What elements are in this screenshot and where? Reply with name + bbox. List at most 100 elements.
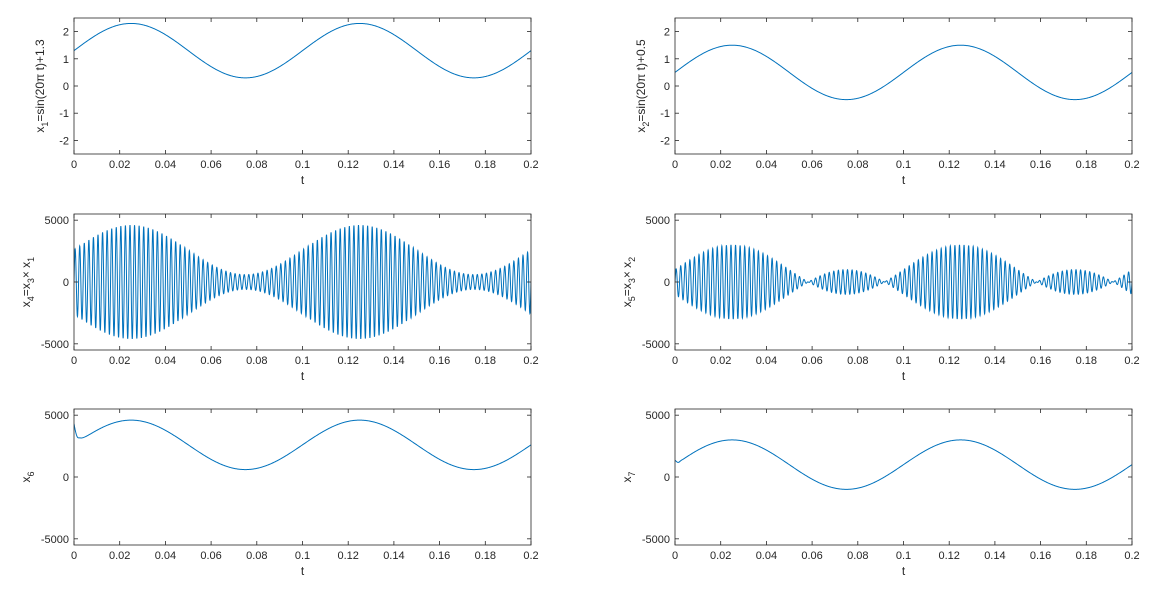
x-tick-label-x7-9: 0.18	[1076, 550, 1097, 562]
y-tick-label-x7-1: 0	[664, 472, 670, 484]
y-tick-label-x6-0: -5000	[41, 534, 69, 546]
series-line-x2	[675, 44, 1132, 101]
y-axis-label-part-x2-1: 2	[641, 122, 651, 127]
series-line-x5	[675, 243, 1132, 321]
x-axis-label-x6: t	[301, 564, 305, 578]
x-tick-label-x7-10: 0.2	[1124, 550, 1139, 562]
y-tick-label-x2-3: 1	[664, 54, 670, 66]
y-tick-label-x7-2: 5000	[646, 410, 670, 422]
x-axis-label-x5: t	[902, 369, 906, 383]
y-axis-label-part-x4-2: =x	[19, 283, 33, 296]
y-axis-label-part-x7-0: x	[620, 477, 634, 483]
x-tick-label-x5-3: 0.06	[801, 355, 822, 367]
x-tick-label-x7-4: 0.08	[847, 550, 868, 562]
x-tick-label-x4-3: 0.06	[200, 355, 221, 367]
x-tick-label-x4-2: 0.04	[155, 355, 176, 367]
axes-box-x6	[73, 408, 532, 546]
x-tick-label-x7-0: 0	[672, 550, 678, 562]
x-tick-label-x4-0: 0	[71, 355, 77, 367]
x-tick-label-x4-9: 0.18	[475, 355, 496, 367]
x-tick-label-x5-8: 0.16	[1030, 355, 1051, 367]
series-line-x4	[74, 225, 531, 339]
y-axis-label-part-x5-5: 2	[627, 257, 637, 262]
y-tick-label-x2-4: 2	[664, 27, 670, 39]
x-tick-label-x2-3: 0.06	[801, 159, 822, 171]
x-tick-label-x1-3: 0.06	[200, 159, 221, 171]
y-tick-label-x6-1: 0	[63, 472, 69, 484]
y-axis-label-part-x1-0: x	[33, 127, 47, 133]
x-axis-label-x4: t	[301, 369, 305, 383]
y-axis-label-x2: x2=sin(20π t)+0.5	[634, 39, 651, 133]
x-tick-label-x1-6: 0.12	[337, 159, 358, 171]
y-axis-label-x7: x7	[620, 471, 637, 482]
y-tick-label-x5-2: 5000	[646, 215, 670, 227]
y-tick-label-x2-2: 0	[664, 81, 670, 93]
series-line-x6	[74, 419, 531, 471]
y-tick-label-x1-1: -1	[59, 108, 69, 120]
x-tick-label-x6-8: 0.16	[429, 550, 450, 562]
x-tick-label-x6-2: 0.04	[155, 550, 176, 562]
x-tick-label-x1-2: 0.04	[155, 159, 176, 171]
x-tick-label-x2-4: 0.08	[847, 159, 868, 171]
y-axis-label-part-x5-2: =x	[620, 283, 634, 296]
chart-x5: 0 0.02 0.04 0.06 0.08 0.1 0.12 0.14 0.16 0.18 0.2 -…	[620, 213, 1140, 383]
x-tick-label-x6-9: 0.18	[475, 550, 496, 562]
x-tick-label-x2-6: 0.12	[938, 159, 959, 171]
x-tick-label-x4-1: 0.02	[109, 355, 130, 367]
x-tick-label-x4-10: 0.2	[523, 355, 538, 367]
y-axis-label-part-x4-4: × x	[19, 262, 33, 278]
series-line-x1	[74, 22, 531, 79]
y-tick-label-x2-1: -1	[660, 108, 670, 120]
chart-x1: 0 0.02 0.04 0.06 0.08 0.1 0.12 0.14 0.16 0.18 0.2 -…	[33, 17, 539, 187]
x-tick-label-x1-9: 0.18	[475, 159, 496, 171]
y-tick-label-x4-0: -5000	[41, 339, 69, 351]
y-tick-label-x7-0: -5000	[642, 534, 670, 546]
y-tick-label-x1-0: -2	[59, 135, 69, 147]
x-tick-label-x2-5: 0.1	[896, 159, 911, 171]
x-tick-label-x6-0: 0	[71, 550, 77, 562]
axes-box-x1	[73, 17, 532, 155]
axes-box-x2	[674, 17, 1133, 155]
y-tick-label-x2-0: -2	[660, 135, 670, 147]
x-tick-label-x7-3: 0.06	[801, 550, 822, 562]
x-tick-label-x1-4: 0.08	[246, 159, 267, 171]
x-axis-label-x7: t	[902, 564, 906, 578]
y-axis-label-part-x1-2: =sin(20π t)+1.3	[33, 39, 47, 122]
x-tick-label-x6-4: 0.08	[246, 550, 267, 562]
x-tick-label-x5-7: 0.14	[984, 355, 1005, 367]
x-tick-label-x6-6: 0.12	[337, 550, 358, 562]
x-tick-label-x4-5: 0.1	[295, 355, 310, 367]
y-axis-label-part-x6-1: 6	[26, 471, 36, 476]
chart-x4: 0 0.02 0.04 0.06 0.08 0.1 0.12 0.14 0.16 0.18 0.2 -…	[19, 213, 539, 383]
y-axis-label-x4: x4=x3× x1	[19, 257, 36, 307]
x-tick-label-x7-8: 0.16	[1030, 550, 1051, 562]
y-axis-label-part-x6-0: x	[19, 477, 33, 483]
y-axis-label-part-x5-3: 3	[627, 278, 637, 283]
x-tick-label-x4-6: 0.12	[337, 355, 358, 367]
x-tick-label-x1-0: 0	[71, 159, 77, 171]
y-tick-label-x4-2: 5000	[45, 215, 69, 227]
y-axis-label-x5: x5=x3× x2	[620, 257, 637, 307]
y-axis-label-part-x5-4: × x	[620, 262, 634, 278]
x-tick-label-x5-0: 0	[672, 355, 678, 367]
x-tick-label-x1-7: 0.14	[383, 159, 404, 171]
x-tick-label-x7-7: 0.14	[984, 550, 1005, 562]
y-tick-label-x1-3: 1	[63, 54, 69, 66]
x-tick-label-x5-4: 0.08	[847, 355, 868, 367]
y-axis-label-part-x4-5: 1	[26, 257, 36, 262]
y-tick-label-x4-1: 0	[63, 277, 69, 289]
y-axis-label-part-x4-1: 4	[26, 296, 36, 301]
x-tick-label-x5-10: 0.2	[1124, 355, 1139, 367]
x-tick-label-x2-7: 0.14	[984, 159, 1005, 171]
x-tick-label-x2-8: 0.16	[1030, 159, 1051, 171]
y-axis-label-part-x4-3: 3	[26, 278, 36, 283]
x-tick-label-x2-10: 0.2	[1124, 159, 1139, 171]
x-tick-label-x6-5: 0.1	[295, 550, 310, 562]
axes-box-x7	[674, 408, 1133, 546]
x-tick-label-x6-3: 0.06	[200, 550, 221, 562]
y-axis-label-part-x4-0: x	[19, 301, 33, 307]
x-tick-label-x7-5: 0.1	[896, 550, 911, 562]
x-tick-label-x6-10: 0.2	[523, 550, 538, 562]
y-axis-label-x6: x6	[19, 471, 36, 482]
x-tick-label-x2-1: 0.02	[710, 159, 731, 171]
